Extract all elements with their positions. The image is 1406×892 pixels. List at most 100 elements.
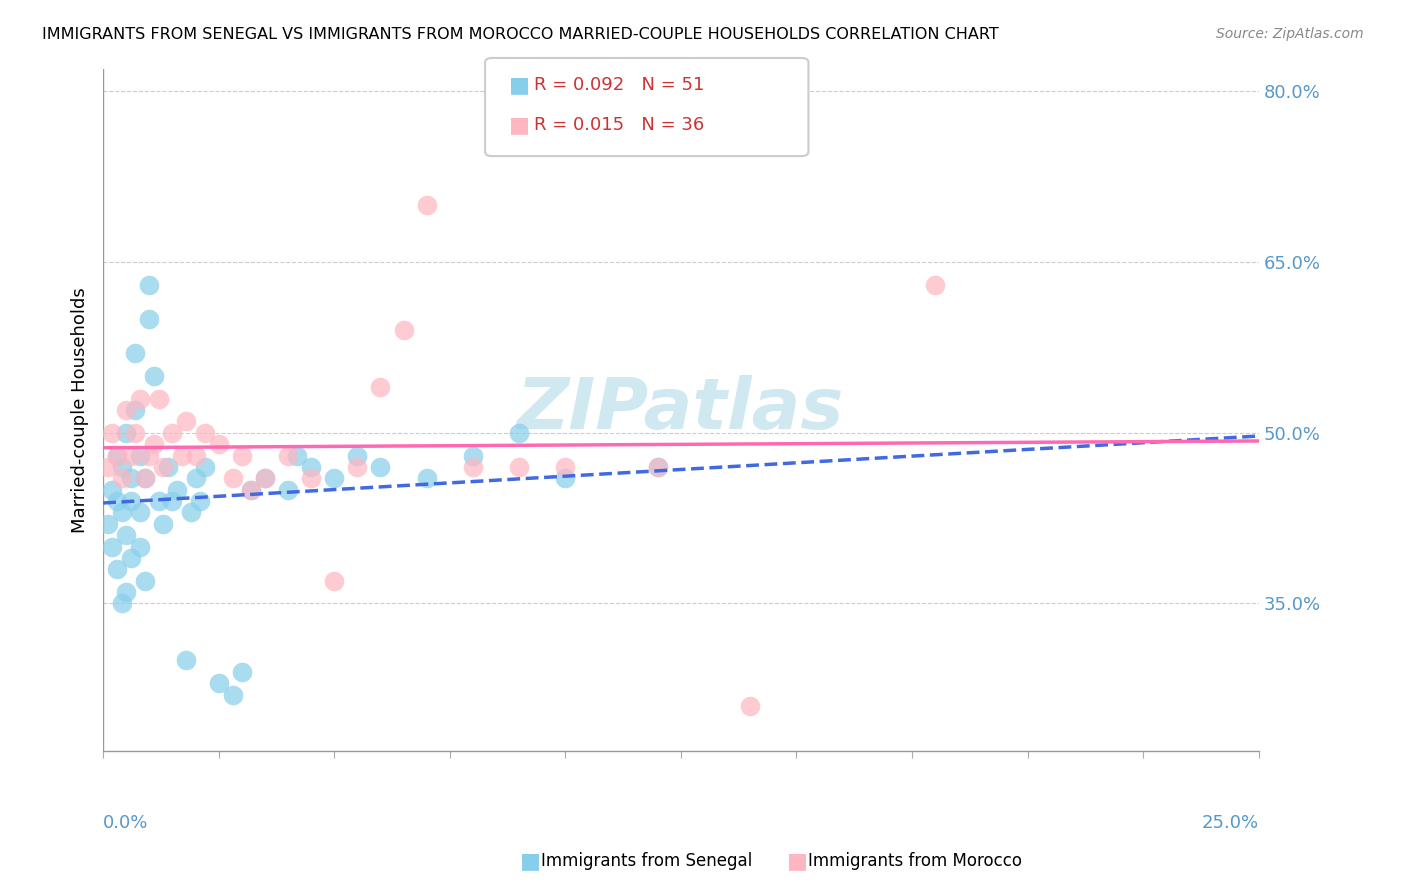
- Text: ■: ■: [520, 851, 541, 871]
- Point: [124, 425, 146, 440]
- Point: [101, 540, 124, 554]
- Point: [184, 471, 207, 485]
- Text: ZIPatlas: ZIPatlas: [517, 376, 845, 444]
- Point: [253, 471, 276, 485]
- Point: [105, 449, 128, 463]
- Point: [120, 471, 142, 485]
- Point: [188, 494, 211, 508]
- Point: [110, 459, 132, 474]
- Point: [346, 449, 368, 463]
- Point: [740, 698, 762, 713]
- Point: [162, 494, 184, 508]
- Text: R = 0.092   N = 51: R = 0.092 N = 51: [534, 76, 704, 94]
- Point: [184, 449, 207, 463]
- Point: [392, 323, 415, 337]
- Point: [124, 346, 146, 360]
- Point: [162, 425, 184, 440]
- Point: [115, 425, 138, 440]
- Point: [231, 665, 253, 679]
- Point: [105, 494, 128, 508]
- Point: [323, 574, 346, 588]
- Point: [346, 459, 368, 474]
- Point: [148, 392, 170, 406]
- Point: [110, 471, 132, 485]
- Point: [508, 425, 530, 440]
- Point: [134, 574, 156, 588]
- Point: [129, 540, 152, 554]
- Point: [299, 459, 322, 474]
- Point: [231, 449, 253, 463]
- Point: [370, 380, 392, 394]
- Point: [221, 471, 243, 485]
- Point: [101, 483, 124, 497]
- Point: [415, 471, 437, 485]
- Point: [285, 449, 308, 463]
- Point: [180, 505, 202, 519]
- Point: [166, 483, 188, 497]
- Point: [134, 471, 156, 485]
- Point: [110, 597, 132, 611]
- Point: [508, 459, 530, 474]
- Point: [176, 414, 198, 428]
- Point: [115, 403, 138, 417]
- Point: [101, 425, 124, 440]
- Point: [120, 550, 142, 565]
- Point: [105, 562, 128, 576]
- Point: [370, 459, 392, 474]
- Point: [152, 459, 174, 474]
- Point: [647, 459, 669, 474]
- Point: [129, 449, 152, 463]
- Point: [134, 471, 156, 485]
- Point: [97, 459, 120, 474]
- Point: [194, 425, 217, 440]
- Text: ■: ■: [509, 75, 530, 95]
- Point: [110, 505, 132, 519]
- Point: [277, 449, 299, 463]
- Point: [461, 459, 484, 474]
- Point: [105, 449, 128, 463]
- Point: [143, 437, 166, 451]
- Text: ■: ■: [787, 851, 808, 871]
- Point: [124, 403, 146, 417]
- Point: [253, 471, 276, 485]
- Point: [138, 449, 160, 463]
- Text: IMMIGRANTS FROM SENEGAL VS IMMIGRANTS FROM MOROCCO MARRIED-COUPLE HOUSEHOLDS COR: IMMIGRANTS FROM SENEGAL VS IMMIGRANTS FR…: [42, 27, 998, 42]
- Text: 25.0%: 25.0%: [1202, 814, 1258, 832]
- Text: Immigrants from Senegal: Immigrants from Senegal: [541, 852, 752, 870]
- Text: ■: ■: [509, 115, 530, 135]
- Point: [170, 449, 193, 463]
- Point: [129, 392, 152, 406]
- Text: 0.0%: 0.0%: [103, 814, 149, 832]
- Point: [148, 494, 170, 508]
- Point: [461, 449, 484, 463]
- Point: [240, 483, 263, 497]
- Point: [120, 449, 142, 463]
- Point: [554, 471, 576, 485]
- Point: [115, 585, 138, 599]
- Point: [176, 653, 198, 667]
- Point: [156, 459, 179, 474]
- Text: Source: ZipAtlas.com: Source: ZipAtlas.com: [1216, 27, 1364, 41]
- Point: [647, 459, 669, 474]
- Y-axis label: Married-couple Households: Married-couple Households: [72, 287, 89, 533]
- Point: [194, 459, 217, 474]
- Text: R = 0.015   N = 36: R = 0.015 N = 36: [534, 116, 704, 134]
- Point: [554, 459, 576, 474]
- Point: [415, 198, 437, 212]
- Point: [924, 277, 946, 292]
- Point: [240, 483, 263, 497]
- Point: [299, 471, 322, 485]
- Point: [208, 437, 231, 451]
- Point: [143, 368, 166, 383]
- Point: [208, 676, 231, 690]
- Point: [129, 505, 152, 519]
- Point: [277, 483, 299, 497]
- Text: Immigrants from Morocco: Immigrants from Morocco: [808, 852, 1022, 870]
- Point: [138, 312, 160, 326]
- Point: [152, 516, 174, 531]
- Point: [115, 528, 138, 542]
- Point: [138, 277, 160, 292]
- Point: [323, 471, 346, 485]
- Point: [120, 494, 142, 508]
- Point: [221, 688, 243, 702]
